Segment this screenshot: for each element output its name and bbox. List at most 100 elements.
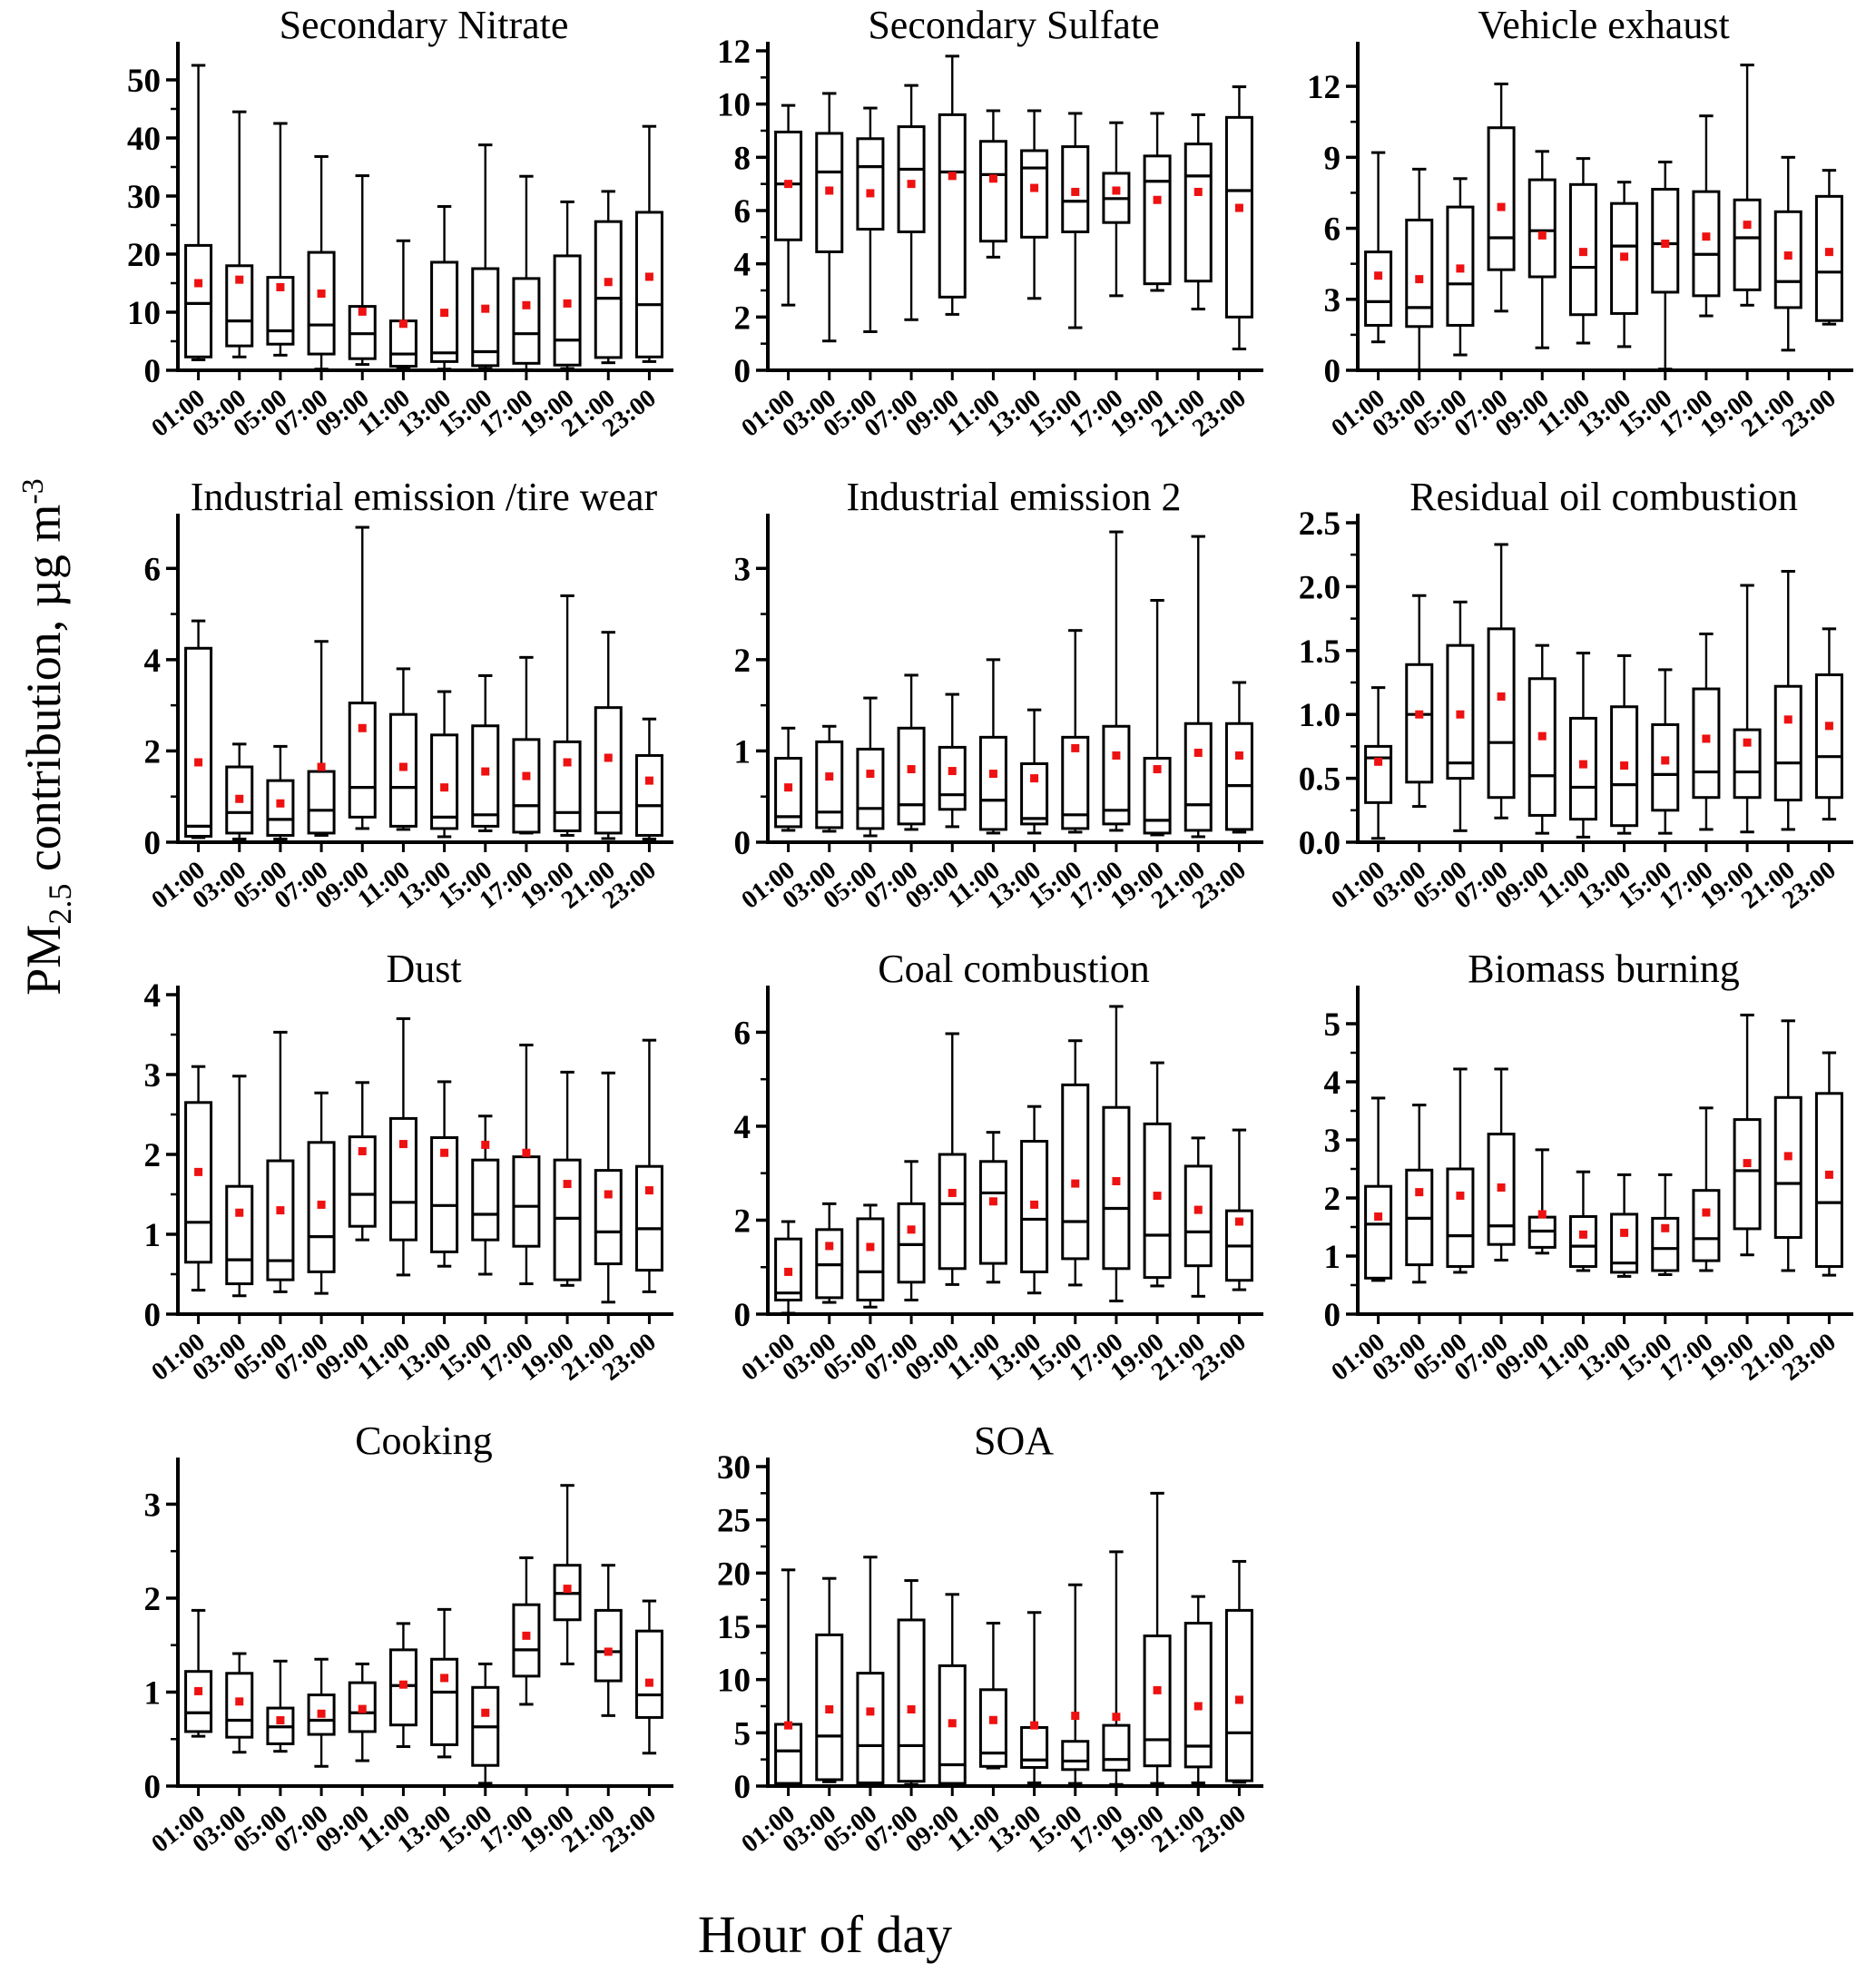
mean-marker [1030, 774, 1039, 783]
iqr-box [388, 1116, 417, 1242]
iqr-box [1733, 198, 1762, 291]
box-group-11:00 [978, 658, 1007, 835]
y-tick-label: 12 [1307, 69, 1341, 106]
box-group-11:00 [1568, 157, 1597, 345]
mean-marker [604, 1190, 613, 1199]
iqr-box [1364, 250, 1393, 327]
box-group-07:00 [307, 1091, 336, 1295]
iqr-box [1405, 663, 1434, 784]
box-group-15:00 [471, 673, 500, 832]
mean-marker [1153, 1192, 1162, 1201]
y-axis-label-sup: -3 [16, 478, 51, 505]
box-group-13:00 [430, 690, 459, 839]
y-tick-label: 0 [734, 1297, 751, 1334]
box-group-21:00 [1773, 155, 1802, 352]
mean-marker [1537, 1210, 1547, 1219]
iqr-box [1405, 218, 1434, 329]
mean-marker [1112, 186, 1121, 195]
mean-marker [784, 1267, 793, 1276]
box-group-03:00 [225, 1652, 254, 1754]
y-tick-label: 10 [717, 1663, 751, 1700]
boxplot-svg-cooking: Cooking012301:0003:0005:0007:0009:0011:0… [144, 1419, 673, 1859]
y-tick-label: 20 [717, 1556, 751, 1593]
iqr-box [1020, 762, 1049, 826]
box-group-23:00 [1224, 85, 1253, 351]
mean-marker [907, 1705, 916, 1714]
box-group-07:00 [897, 673, 926, 831]
mean-marker [398, 319, 408, 329]
mean-marker [1030, 1721, 1039, 1730]
box-group-19:00 [553, 1484, 582, 1665]
y-tick-label: 2 [144, 733, 162, 771]
iqr-box [1773, 684, 1802, 802]
panel-title: SOA [974, 1421, 1054, 1463]
y-tick-label: 30 [717, 1449, 751, 1487]
y-tick-label: 5 [734, 1715, 751, 1752]
box-group-13:00 [430, 1080, 459, 1268]
mean-marker [440, 1148, 449, 1157]
mean-marker [194, 758, 203, 767]
mean-marker [1456, 1191, 1465, 1200]
iqr-box [634, 753, 663, 837]
mean-marker [522, 1148, 531, 1157]
box-group-19:00 [1143, 112, 1172, 292]
boxplot-svg-industrial-emission-tire-wear: Industrial emission /tire wear024601:000… [144, 475, 673, 915]
mean-marker [358, 1704, 367, 1713]
iqr-box [512, 738, 541, 834]
box-group-09:00 [348, 525, 377, 830]
mean-marker [276, 1206, 285, 1215]
y-tick-label: 0 [144, 1297, 162, 1334]
y-tick-label: 6 [734, 1015, 751, 1052]
mean-marker [1071, 187, 1080, 196]
iqr-box [1692, 1189, 1721, 1262]
boxplot-svg-soa: SOA05101520253001:0003:0005:0007:0009:00… [717, 1419, 1263, 1859]
mean-marker [1456, 264, 1465, 273]
panel-title: Biomass burning [1468, 949, 1739, 991]
box-group-15:00 [1061, 629, 1090, 834]
mean-marker [1824, 722, 1833, 731]
box-group-15:00 [1651, 668, 1680, 835]
mean-marker [1620, 1228, 1629, 1237]
mean-marker [1193, 187, 1203, 196]
iqr-box [856, 1672, 885, 1784]
box-group-23:00 [1814, 1051, 1843, 1277]
mean-marker [1497, 1183, 1506, 1192]
mean-marker [988, 1715, 997, 1724]
iqr-box [1102, 1723, 1131, 1772]
y-tick-label: 6 [144, 551, 162, 588]
box-group-01:00 [1364, 151, 1393, 344]
panels-grid: Secondary Nitrate 0 10 20 30 40 50 01:00 03:00 05… [94, 3, 1864, 1893]
panel-title: Industrial emission 2 [846, 477, 1181, 519]
iqr-box [430, 1657, 459, 1746]
box-group-23:00 [634, 717, 663, 840]
mean-marker [276, 799, 285, 808]
box-group-19:00 [553, 1070, 582, 1287]
mean-marker [194, 1167, 203, 1176]
iqr-box [1061, 1083, 1090, 1261]
mean-marker [1153, 765, 1162, 774]
box-group-15:00 [1061, 1039, 1090, 1287]
box-group-05:00 [856, 1203, 885, 1309]
box-group-09:00 [938, 692, 967, 829]
box-group-23:00 [1224, 1559, 1253, 1784]
box-group-03:00 [815, 1576, 844, 1783]
box-group-19:00 [1733, 1013, 1762, 1257]
y-tick-label: 0 [144, 1769, 162, 1806]
iqr-box [1487, 627, 1516, 800]
box-group-11:00 [1568, 652, 1597, 839]
box-group-05:00 [266, 1030, 295, 1293]
iqr-box [348, 702, 377, 819]
iqr-box [634, 1629, 663, 1719]
box-group-07:00 [1487, 1067, 1516, 1261]
mean-marker [1620, 761, 1629, 771]
box-group-01:00 [184, 64, 213, 361]
panel-title: Dust [386, 949, 461, 991]
iqr-box [512, 1603, 541, 1678]
y-tick-label: 6 [734, 193, 751, 231]
mean-marker [1783, 715, 1793, 724]
mean-marker [317, 1709, 326, 1718]
box-group-11:00 [388, 1016, 417, 1277]
mean-marker [1071, 1179, 1080, 1188]
iqr-box [897, 125, 926, 233]
y-tick-label: 0 [144, 353, 162, 390]
